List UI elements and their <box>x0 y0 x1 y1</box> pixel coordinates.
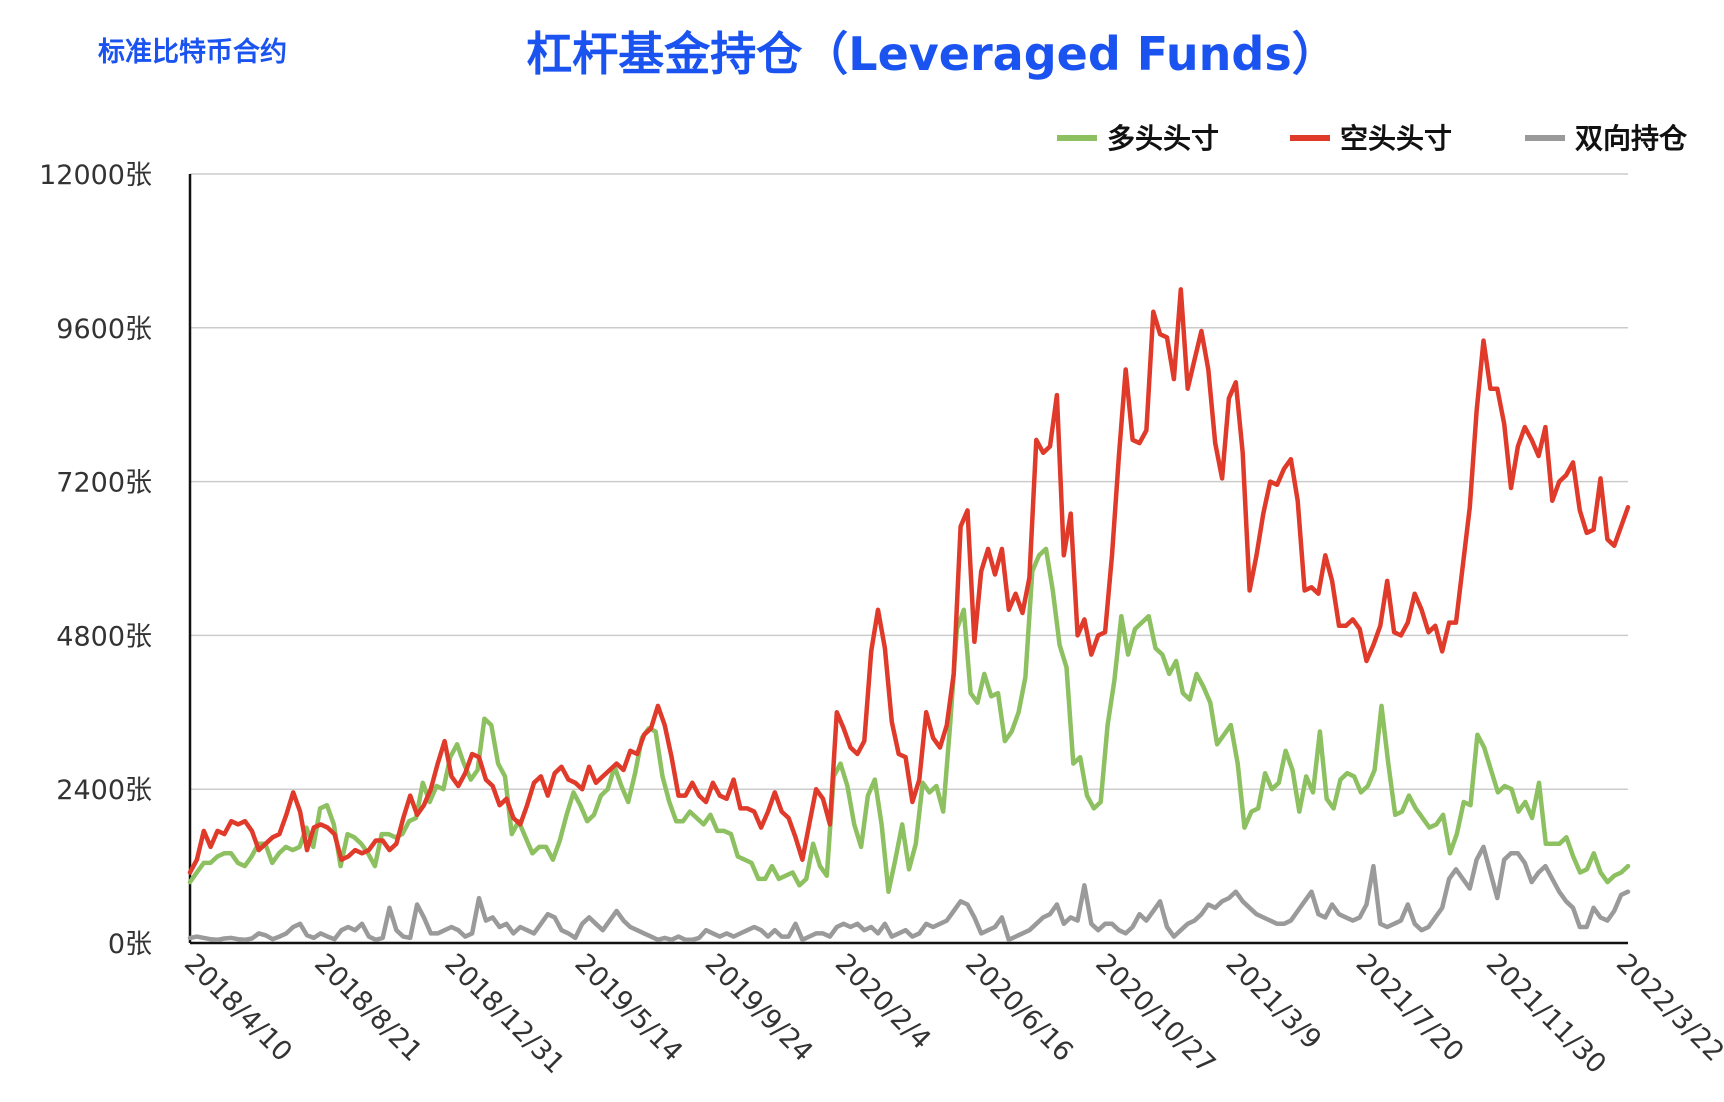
y-tick-label: 7200张 <box>56 468 152 499</box>
series-lines <box>187 287 1631 943</box>
x-tick-label: 2020/10/27 <box>1089 948 1221 1080</box>
x-tick-label: 2020/2/4 <box>829 948 937 1056</box>
contract-type-label: 标准比特币合约 <box>98 37 287 68</box>
legend-label: 多头头寸 <box>1107 122 1219 155</box>
y-tick-label: 0张 <box>108 929 152 960</box>
x-tick-label: 2021/7/20 <box>1350 948 1470 1068</box>
legend-label: 双向持仓 <box>1575 122 1688 155</box>
series-line-2 <box>187 287 1631 875</box>
y-tick-label: 4800张 <box>56 621 152 652</box>
legend: 多头头寸 空头头寸 双向持仓 <box>1057 122 1688 155</box>
series-line-3 <box>187 844 1631 943</box>
y-tick-label: 9600张 <box>56 314 152 345</box>
grid-lines <box>190 173 1628 790</box>
x-tick-label: 2022/3/22 <box>1610 948 1724 1068</box>
y-tick-label: 12000张 <box>39 160 152 191</box>
x-tick-label: 2021/11/30 <box>1480 948 1612 1080</box>
x-tick-label: 2020/6/16 <box>959 948 1079 1068</box>
axes <box>188 174 1628 945</box>
x-tick-label: 2019/5/14 <box>569 948 689 1068</box>
legend-label: 空头头寸 <box>1340 122 1452 155</box>
x-tick-label: 2021/3/9 <box>1220 948 1328 1056</box>
x-tick-label: 2018/4/10 <box>178 948 298 1068</box>
y-tick-label: 2400张 <box>56 775 152 806</box>
series-line-1 <box>187 546 1631 894</box>
x-tick-label: 2018/8/21 <box>308 948 428 1068</box>
x-tick-label: 2018/12/31 <box>438 948 570 1080</box>
chart-title: 杠杆基金持仓（Leveraged Funds） <box>526 27 1338 81</box>
y-axis-ticks: 0张 2400张 4800张 7200张 9600张 12000张 <box>39 160 152 960</box>
x-tick-label: 2019/9/24 <box>699 948 819 1068</box>
